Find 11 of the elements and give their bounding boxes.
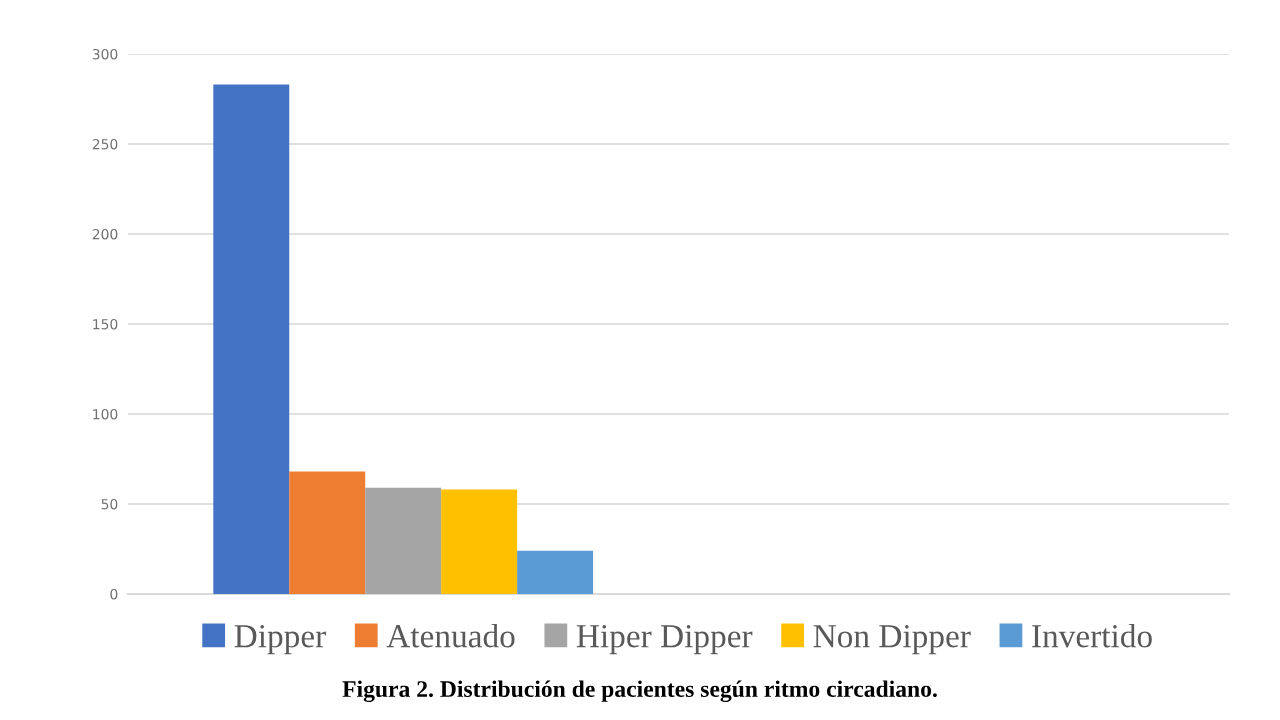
legend-label: Dipper [234, 625, 326, 655]
legend-label: Hiper Dipper [576, 625, 753, 655]
text: Figura 2. Distribución de pacientes según ritmo circadiano. [342, 680, 937, 702]
bar [365, 487, 442, 594]
legend-label: Atenuado [386, 624, 515, 648]
bar [441, 489, 518, 594]
bar [517, 550, 594, 594]
bar [213, 84, 290, 594]
bar [289, 471, 366, 594]
legend-label: Invertido [1032, 624, 1152, 648]
legend-label: Non Dipper [813, 625, 971, 655]
